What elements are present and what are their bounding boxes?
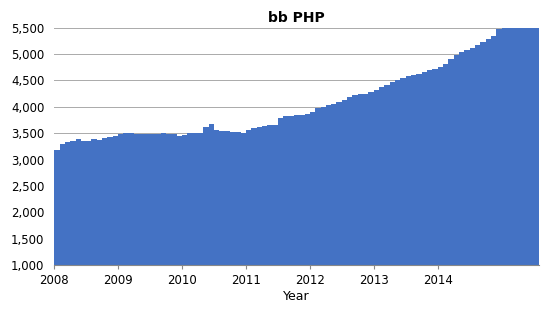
Bar xyxy=(240,133,246,265)
Bar xyxy=(177,136,182,265)
X-axis label: Year: Year xyxy=(283,290,310,303)
Bar xyxy=(353,95,358,265)
Bar xyxy=(283,116,289,265)
Bar xyxy=(475,45,480,265)
Bar xyxy=(70,141,75,265)
Bar xyxy=(262,126,267,265)
Bar xyxy=(459,52,464,265)
Bar xyxy=(427,70,432,265)
Bar xyxy=(118,134,123,265)
Bar xyxy=(140,134,145,265)
Bar xyxy=(368,92,374,265)
Bar xyxy=(358,94,363,265)
Bar xyxy=(390,82,395,265)
Bar xyxy=(331,104,337,265)
Bar xyxy=(230,132,235,265)
Bar xyxy=(496,29,502,265)
Bar xyxy=(257,127,262,265)
Bar xyxy=(518,14,523,265)
Bar xyxy=(113,136,118,265)
Bar xyxy=(528,7,534,265)
Bar xyxy=(97,139,102,265)
Bar xyxy=(534,0,539,265)
Bar xyxy=(422,72,427,265)
Bar xyxy=(278,118,283,265)
Bar xyxy=(448,59,454,265)
Bar xyxy=(363,94,368,265)
Bar xyxy=(246,130,251,265)
Bar xyxy=(81,141,86,265)
Bar xyxy=(464,50,470,265)
Bar xyxy=(347,97,353,265)
Bar xyxy=(235,132,240,265)
Bar xyxy=(123,133,129,265)
Bar xyxy=(166,134,172,265)
Bar xyxy=(107,137,113,265)
Bar xyxy=(299,115,305,265)
Bar xyxy=(321,107,326,265)
Bar xyxy=(443,63,448,265)
Bar xyxy=(91,139,97,265)
Bar xyxy=(134,134,140,265)
Bar xyxy=(59,144,65,265)
Bar xyxy=(208,124,214,265)
Bar xyxy=(214,130,219,265)
Bar xyxy=(129,133,134,265)
Bar xyxy=(384,85,390,265)
Bar xyxy=(273,125,278,265)
Bar xyxy=(438,67,443,265)
Bar xyxy=(294,115,299,265)
Bar xyxy=(86,141,91,265)
Bar xyxy=(65,142,70,265)
Bar xyxy=(342,100,347,265)
Bar xyxy=(480,42,486,265)
Bar xyxy=(411,75,416,265)
Bar xyxy=(192,133,198,265)
Bar xyxy=(454,55,459,265)
Bar xyxy=(172,134,177,265)
Bar xyxy=(406,76,411,265)
Bar xyxy=(416,73,422,265)
Bar xyxy=(315,108,321,265)
Bar xyxy=(224,131,230,265)
Bar xyxy=(432,69,438,265)
Bar xyxy=(305,114,310,265)
Bar xyxy=(337,101,342,265)
Bar xyxy=(379,87,384,265)
Bar xyxy=(251,128,257,265)
Bar xyxy=(310,112,315,265)
Bar xyxy=(267,125,273,265)
Bar xyxy=(182,135,188,265)
Bar xyxy=(145,134,150,265)
Title: bb PHP: bb PHP xyxy=(268,11,325,25)
Bar xyxy=(400,78,406,265)
Bar xyxy=(198,133,204,265)
Bar xyxy=(75,139,81,265)
Bar xyxy=(204,127,208,265)
Bar xyxy=(507,21,512,265)
Bar xyxy=(161,133,166,265)
Bar xyxy=(470,48,475,265)
Bar xyxy=(491,36,496,265)
Bar xyxy=(219,131,224,265)
Bar xyxy=(289,116,294,265)
Bar xyxy=(54,150,59,265)
Bar xyxy=(502,24,507,265)
Bar xyxy=(486,39,491,265)
Bar xyxy=(150,134,156,265)
Bar xyxy=(326,105,331,265)
Bar xyxy=(512,18,518,265)
Bar xyxy=(188,133,192,265)
Bar xyxy=(395,80,400,265)
Bar xyxy=(156,134,161,265)
Bar xyxy=(374,90,379,265)
Bar xyxy=(102,138,107,265)
Bar xyxy=(523,10,528,265)
